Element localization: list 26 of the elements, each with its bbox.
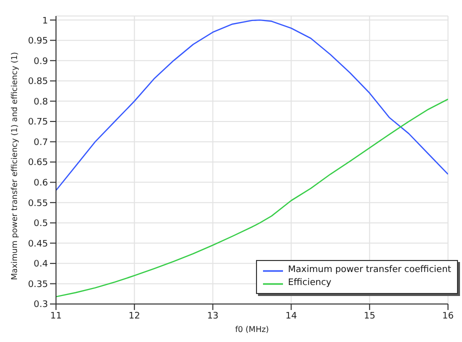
y-tick-label: 0.75 [28, 118, 48, 128]
y-tick-label: 0.5 [34, 219, 48, 230]
y-tick-label: 0.85 [28, 77, 48, 88]
y-tick-label: 0.3 [34, 300, 48, 310]
y-tick-label: 0.55 [28, 198, 48, 209]
y-tick-label: 0.7 [34, 138, 48, 148]
legend-label: Maximum power transfer coefficient [288, 264, 452, 277]
y-tick-label: 0.95 [28, 36, 48, 47]
y-tick-label: 1 [42, 16, 48, 26]
x-tick-label: 14 [285, 311, 298, 322]
line-series [56, 19, 448, 192]
x-tick-label: 16 [442, 311, 454, 322]
y-tick-label: 0.65 [28, 158, 48, 168]
y-tick-label: 0.8 [34, 97, 48, 108]
y-tick-label: 0.35 [28, 280, 48, 290]
x-tick-label: 15 [364, 311, 376, 322]
x-tick-label: 13 [207, 311, 219, 322]
y-axis-title: Maximum power transfer efficiency (1) and efficiency (1) [10, 52, 19, 280]
legend-label: Efficiency [288, 277, 332, 290]
y-tick-label: 0.9 [34, 56, 48, 67]
y-tick-label: 0.6 [34, 178, 48, 189]
x-tick-label: 11 [50, 311, 62, 322]
y-tick-label: 0.4 [34, 260, 48, 270]
y-tick-label: 0.45 [28, 239, 48, 250]
x-tick-label: 12 [128, 311, 140, 322]
x-axis-title: f0 (MHz) [235, 325, 269, 334]
